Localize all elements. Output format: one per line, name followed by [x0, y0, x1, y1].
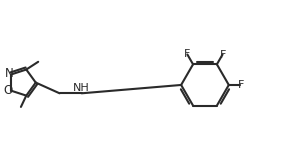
Text: F: F [184, 49, 190, 59]
Text: N: N [5, 67, 14, 80]
Text: F: F [220, 49, 226, 60]
Text: NH: NH [73, 83, 90, 93]
Text: O: O [3, 84, 13, 97]
Text: F: F [238, 80, 244, 90]
